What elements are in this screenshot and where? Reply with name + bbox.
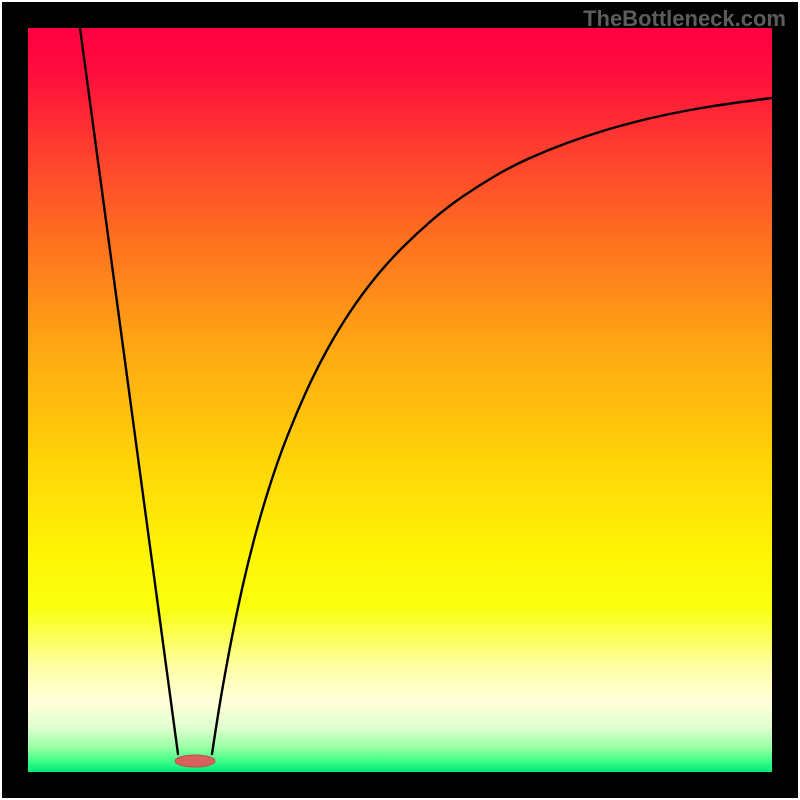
chart-svg (0, 0, 800, 800)
chart-container: TheBottleneck.com (0, 0, 800, 800)
watermark-text: TheBottleneck.com (583, 6, 786, 32)
